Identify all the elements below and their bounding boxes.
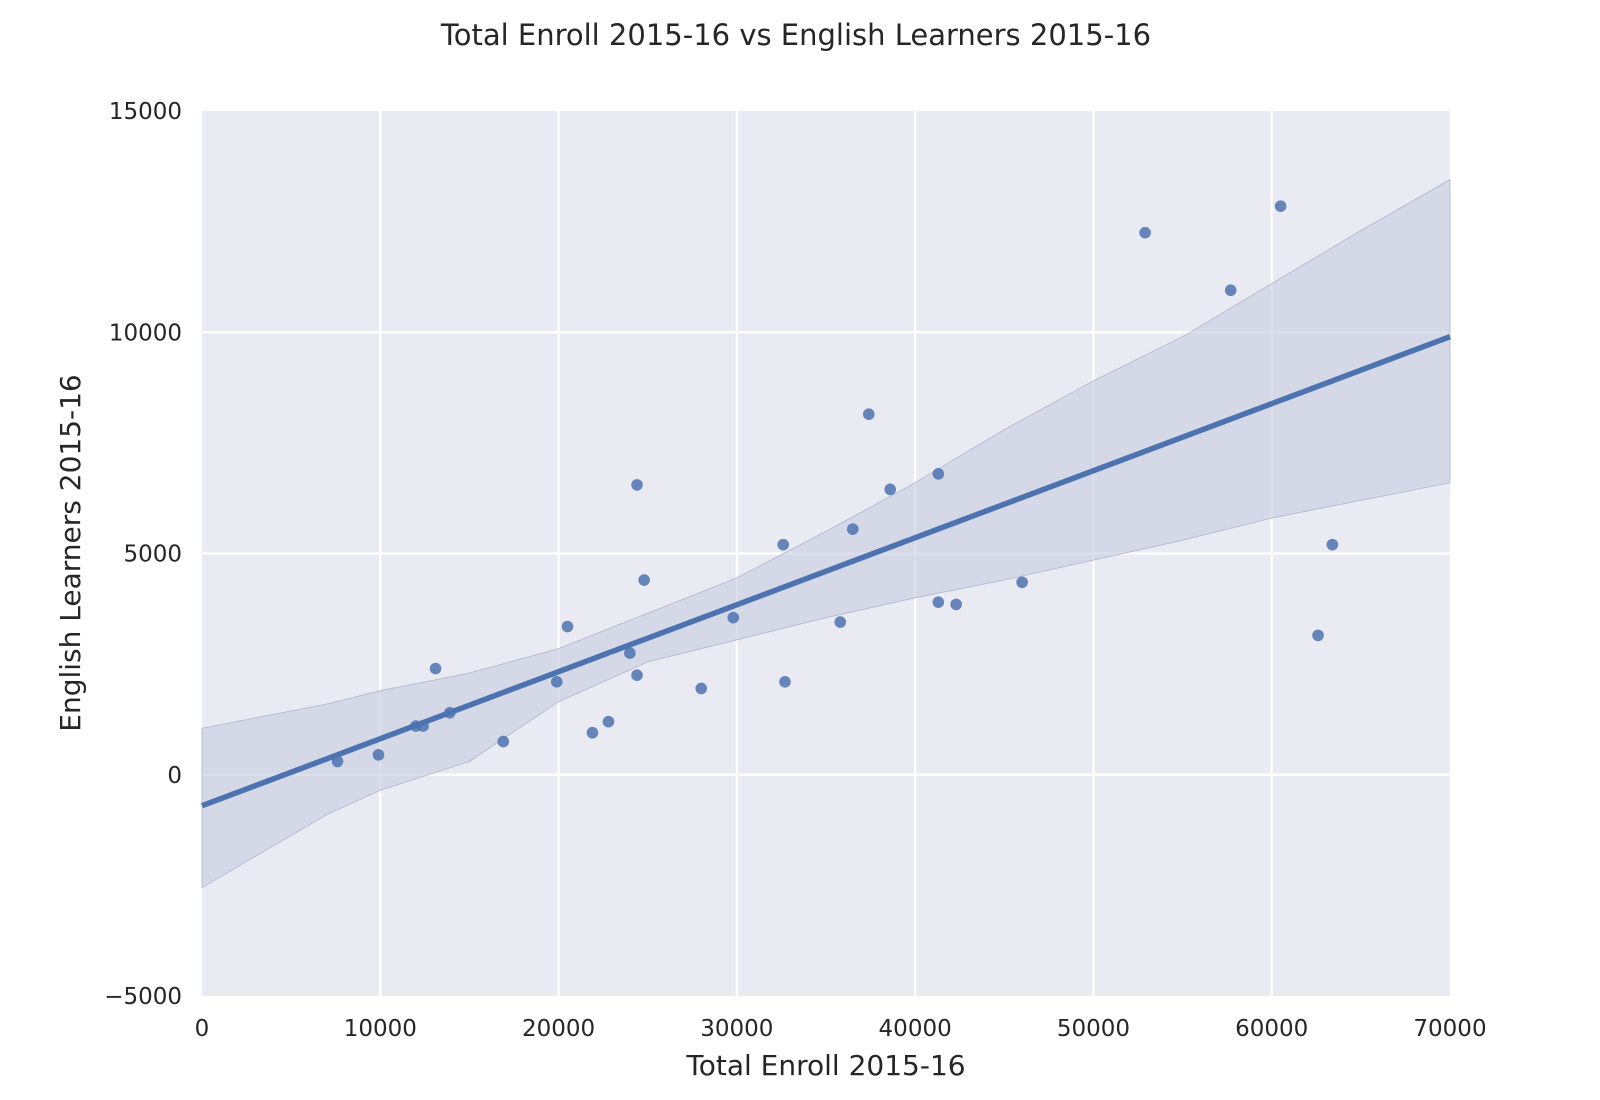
y-tick-label: −5000 [104, 984, 182, 1010]
y-tick-label: 15000 [109, 99, 182, 125]
y-axis-label: English Learners 2015-16 [54, 374, 87, 731]
x-tick-label: 20000 [522, 1016, 595, 1042]
x-tick-label: 30000 [700, 1016, 773, 1042]
x-tick-label: 70000 [1413, 1016, 1486, 1042]
data-point [561, 620, 574, 633]
data-point [1312, 629, 1324, 642]
data-point [1326, 538, 1339, 551]
data-point [586, 726, 599, 739]
data-point [602, 715, 615, 728]
x-tick-labels: 0 10000 20000 30000 40000 50000 60000 70000 [195, 1016, 1487, 1042]
y-tick-label: 5000 [123, 542, 182, 568]
data-point [846, 523, 859, 535]
x-tick-label: 40000 [879, 1016, 952, 1042]
y-tick-label: 10000 [109, 320, 182, 346]
y-tick-labels: −5000 0 5000 10000 15000 [104, 99, 182, 1010]
data-point [631, 479, 643, 491]
data-point [417, 720, 429, 732]
data-point [884, 483, 896, 496]
x-tick-label: 0 [195, 1016, 210, 1042]
data-point [950, 598, 962, 611]
confidence-band-area [201, 178, 1451, 889]
chart-title: Total Enroll 2015-16 vs English Learners… [440, 18, 1151, 52]
y-tick-label: 0 [167, 763, 182, 789]
data-point [779, 676, 791, 688]
data-points [331, 200, 1339, 768]
data-point [932, 468, 945, 480]
data-point [727, 611, 740, 624]
x-tick-label: 60000 [1235, 1016, 1308, 1042]
data-point [1274, 200, 1287, 212]
data-point [862, 408, 875, 420]
regression-line [201, 334, 1451, 809]
data-point [695, 682, 707, 695]
data-point [638, 574, 650, 586]
data-point [777, 538, 790, 551]
regression-line-path [201, 334, 1451, 809]
data-point [550, 676, 563, 688]
data-point [372, 749, 385, 761]
data-point [624, 647, 636, 659]
data-point [834, 616, 847, 628]
data-point [444, 707, 456, 719]
confidence-band [201, 178, 1451, 889]
data-point [1224, 284, 1237, 297]
data-point [429, 662, 442, 675]
data-point [497, 735, 510, 748]
data-point [631, 669, 643, 681]
data-point [331, 755, 344, 768]
data-point [932, 596, 945, 608]
data-point [1139, 226, 1151, 239]
data-point [1016, 576, 1028, 589]
x-tick-label: 50000 [1057, 1016, 1130, 1042]
x-tick-label: 10000 [344, 1016, 417, 1042]
x-axis-label: Total Enroll 2015-16 [685, 1049, 965, 1082]
